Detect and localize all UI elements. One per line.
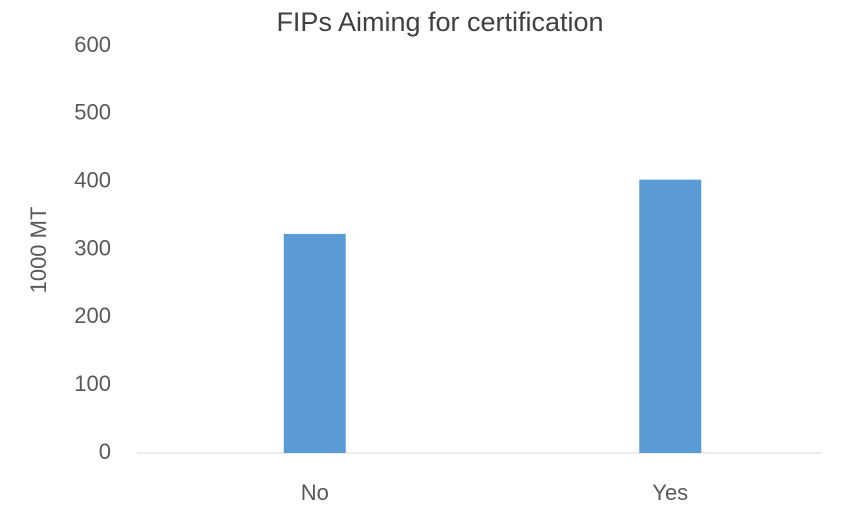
y-tick-label: 300 bbox=[74, 235, 111, 260]
y-tick-label: 600 bbox=[74, 32, 111, 57]
bar bbox=[639, 179, 702, 454]
y-tick-label: 400 bbox=[74, 167, 111, 192]
y-tick-label: 0 bbox=[99, 439, 111, 464]
bar bbox=[283, 233, 346, 453]
x-tick-label: No bbox=[301, 480, 329, 505]
y-tick-label: 200 bbox=[74, 303, 111, 328]
y-tick-label: 500 bbox=[74, 100, 111, 125]
y-tick-label: 100 bbox=[74, 371, 111, 396]
x-tick-label: Yes bbox=[652, 480, 688, 505]
y-axis-label: 1000 MT bbox=[26, 207, 51, 294]
chart-title: FIPs Aiming for certification bbox=[276, 7, 603, 37]
